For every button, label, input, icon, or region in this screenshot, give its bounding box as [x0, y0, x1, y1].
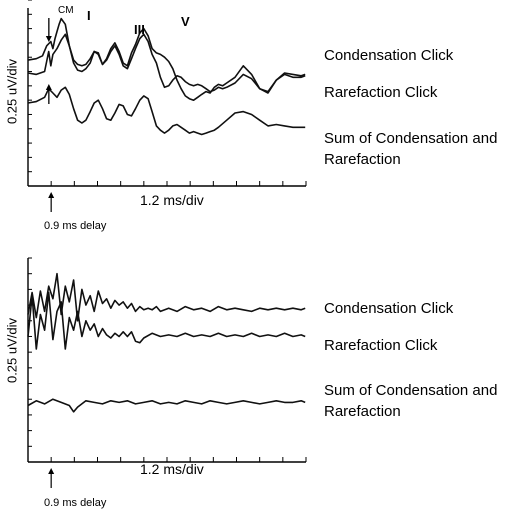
panel1-series-2-line	[28, 34, 305, 91]
panel1-legend-sum: Sum of Condensation and Rarefaction	[324, 128, 504, 170]
panel2-legend-condensation: Condensation Click	[324, 298, 453, 319]
panel1-series-3-line	[28, 87, 305, 134]
panel1-y-axis-label: 0.25 uV/div	[5, 52, 20, 132]
panel1-annotation-cm: CM	[58, 5, 74, 16]
panel1-delay-label: 0.9 ms delay	[44, 220, 106, 232]
panel1-series-1-line	[28, 19, 305, 101]
panel2-x-axis-label: 1.2 ms/div	[140, 461, 204, 477]
panel2-delay-arrowhead	[48, 468, 54, 474]
panel2-delay-label: 0.9 ms delay	[44, 497, 106, 509]
panel1-annotation-peak-i: I	[87, 8, 91, 23]
panel1-annotation-peak-v: V	[181, 14, 190, 29]
panel1-legend-condensation: Condensation Click	[324, 45, 453, 66]
panel1-legend-rarefaction: Rarefaction Click	[324, 82, 437, 103]
panel1-annotation-peak-iii: III	[134, 22, 145, 37]
panel1-delay-arrowhead	[48, 192, 54, 198]
panel2-series-1-line	[28, 274, 305, 321]
panel2-y-axis-label: 0.25 uV/div	[5, 311, 20, 391]
panel2-legend-sum: Sum of Condensation and Rarefaction	[324, 380, 504, 422]
panel2-series-3-line	[28, 399, 305, 412]
cm-arrowhead-up	[46, 84, 52, 90]
panel1-x-axis-label: 1.2 ms/div	[140, 192, 204, 208]
panel2-legend-rarefaction: Rarefaction Click	[324, 335, 437, 356]
